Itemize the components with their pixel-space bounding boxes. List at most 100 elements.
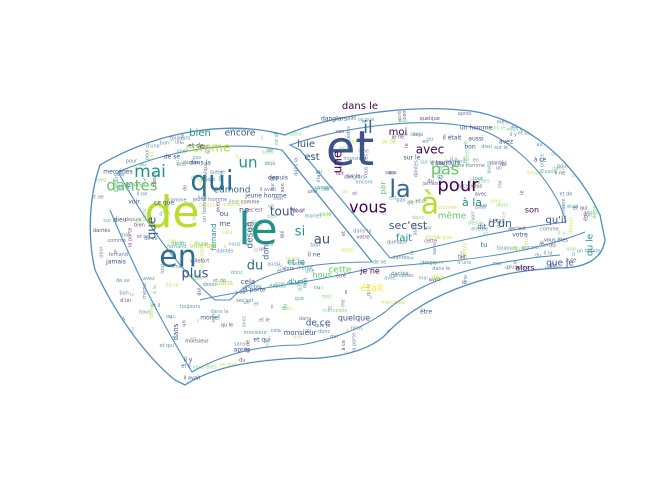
filler-word: donc <box>501 325 513 331</box>
filler-word: pas <box>399 118 408 124</box>
filler-word: si <box>328 306 332 312</box>
cloud-word-du: du <box>247 259 264 274</box>
filler-word: après <box>504 335 518 342</box>
filler-word: depuis <box>149 301 155 318</box>
filler-word: il ne <box>131 326 137 337</box>
filler-word: monsieur <box>185 338 209 344</box>
filler-word: d'une <box>146 144 160 150</box>
filler-word: il y <box>144 368 151 374</box>
filler-word: deson <box>468 221 483 227</box>
filler-word: jeune homme <box>192 197 228 203</box>
filler-word: dantès <box>564 145 581 152</box>
filler-word: ne <box>147 116 153 122</box>
filler-word: au <box>389 171 395 177</box>
filler-word: morrel <box>526 170 542 176</box>
filler-word: mai <box>469 342 478 348</box>
filler-word: pas <box>193 155 202 161</box>
filler-word: dans le <box>487 126 505 132</box>
filler-word: si <box>464 140 468 146</box>
filler-word: monsieur <box>244 330 268 336</box>
filler-word: comme <box>118 132 137 138</box>
filler-word: du <box>427 179 433 185</box>
cloud-word-dans-la: dans la <box>189 160 211 167</box>
filler-word: vous <box>495 362 507 368</box>
filler-word: à ce <box>566 256 576 263</box>
filler-word: il était <box>603 328 619 335</box>
filler-word: dieu <box>433 321 444 327</box>
filler-word: je ne <box>597 372 610 378</box>
cloud-word-donc: donc <box>262 240 271 259</box>
filler-word: sec'est <box>464 149 470 166</box>
filler-word: villefort <box>347 139 366 145</box>
cloud-word-qu-il: qu'il <box>546 215 567 226</box>
filler-word: dans le <box>432 266 450 272</box>
filler-word: pour <box>145 148 151 160</box>
filler-word: la porte <box>540 154 546 173</box>
cloud-word-votre: votre <box>512 232 528 239</box>
filler-word: il y <box>450 156 457 162</box>
filler-word: dans <box>569 371 581 377</box>
cloud-word-etre: être <box>420 309 432 316</box>
filler-word: déjà <box>301 278 308 289</box>
cloud-word-par: par <box>379 181 388 195</box>
filler-word: de se <box>373 260 387 266</box>
filler-word: fait <box>458 255 466 261</box>
filler-word: bien <box>298 280 304 291</box>
filler-word: mai <box>321 370 330 376</box>
filler-word: il ne <box>358 149 369 155</box>
filler-word: en <box>473 158 479 164</box>
filler-word: aussi <box>382 372 395 378</box>
filler-word: en <box>101 129 107 135</box>
filler-word: un <box>192 214 198 220</box>
filler-word: il <box>345 290 348 296</box>
filler-word: un <box>268 204 274 210</box>
filler-word: tout <box>160 264 166 274</box>
filler-word: il était <box>413 359 429 366</box>
filler-word: je ne <box>391 134 404 140</box>
filler-word: cette <box>424 239 437 245</box>
filler-word: qu'il <box>104 124 115 130</box>
cloud-word-de-se: de se <box>164 154 181 161</box>
filler-word: de ce <box>165 283 179 289</box>
filler-word: sans <box>262 150 274 156</box>
filler-word: la <box>567 285 571 291</box>
filler-word: fernand <box>489 302 508 308</box>
filler-word: déjà <box>183 201 194 208</box>
cloud-word-moi: moi <box>389 127 408 138</box>
filler-word: de <box>183 185 189 191</box>
filler-word: de <box>267 147 273 153</box>
filler-word: dans <box>412 215 424 221</box>
filler-word: avec <box>241 315 247 327</box>
cloud-word-sans: sans <box>217 279 233 287</box>
cloud-word-que-je: que je <box>546 259 574 269</box>
filler-word: me <box>311 153 319 159</box>
cloud-word-toujours: toujours <box>436 160 461 167</box>
filler-word: à <box>552 290 555 297</box>
filler-word: à <box>346 327 349 334</box>
filler-word: et de <box>560 192 573 198</box>
filler-word: avez <box>95 178 107 184</box>
filler-word: que je <box>315 323 330 329</box>
filler-word: pour <box>557 163 569 169</box>
filler-word: et de <box>213 278 226 284</box>
filler-word: sur le <box>270 177 276 191</box>
filler-word: en <box>190 336 196 342</box>
filler-word: ce que <box>358 117 375 123</box>
filler-word: au <box>140 162 146 168</box>
filler-word: cela <box>222 230 232 236</box>
filler-word: de ce <box>382 139 396 145</box>
cloud-word-meme: même <box>438 211 467 222</box>
filler-word: la porte <box>127 228 133 247</box>
filler-word: déjà <box>217 171 224 182</box>
filler-word: du <box>474 340 480 346</box>
filler-word: me <box>459 251 465 259</box>
filler-word: sur le <box>103 218 117 224</box>
filler-word: et le <box>259 318 270 324</box>
filler-word: dans le <box>211 309 229 315</box>
filler-word: d'une <box>431 161 445 167</box>
filler-word: si <box>539 240 545 244</box>
filler-word: aussi <box>413 223 419 236</box>
filler-word: pas <box>347 116 356 122</box>
filler-word: qu le <box>580 309 592 315</box>
filler-word: et <box>254 302 259 308</box>
